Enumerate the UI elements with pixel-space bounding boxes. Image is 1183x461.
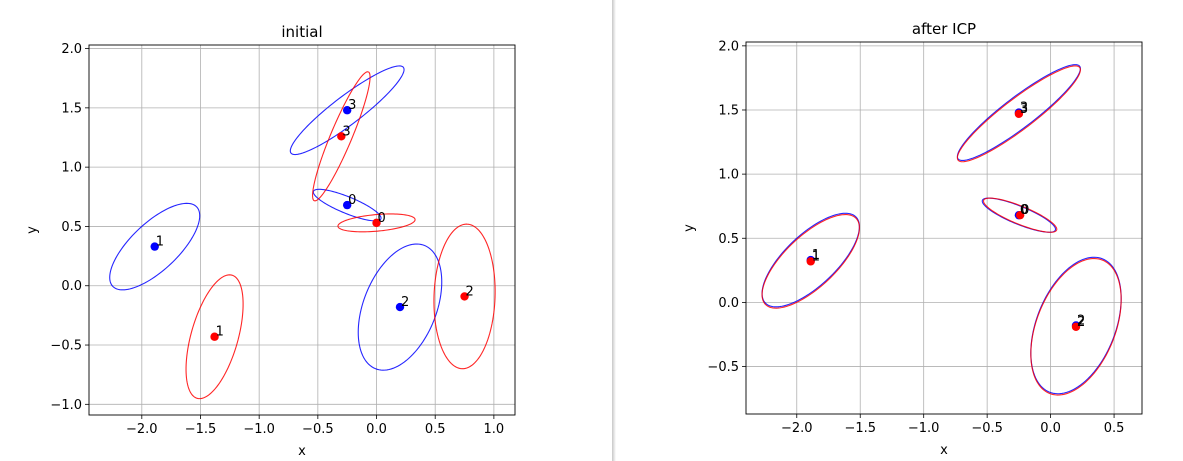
- plot-data: [761, 64, 1122, 396]
- covariance-ellipse: [312, 71, 371, 202]
- point-marker: [460, 292, 469, 301]
- grid: [89, 45, 515, 415]
- point-label: 0: [1021, 203, 1029, 218]
- x-tick-label: 1.0: [484, 422, 505, 437]
- x-tick-label: −1.5: [844, 421, 876, 436]
- covariance-ellipse: [982, 197, 1058, 233]
- plot-frame: [88, 44, 516, 416]
- point-label: 3: [348, 98, 356, 113]
- y-axis: −0.5 0.0 0.5 1.0 1.5 2.0: [707, 39, 746, 375]
- x-axis: −2.0 −1.5 −1.0 −0.5 0.0 0.5 1.0: [126, 415, 504, 437]
- y-tick-label: −0.5: [50, 339, 82, 354]
- plot-data: [109, 65, 496, 400]
- x-tick-label: −1.0: [908, 421, 940, 436]
- x-tick-label: 0.0: [366, 422, 387, 437]
- covariance-ellipse: [357, 243, 443, 371]
- point-marker: [806, 257, 815, 266]
- covariance-ellipse: [761, 212, 860, 308]
- y-axis: −1.0 −0.5 0.0 0.5 1.0 1.5 2.0: [50, 42, 89, 413]
- point-label: 0: [378, 211, 386, 226]
- y-tick-label: −0.5: [707, 360, 739, 375]
- x-tick-label: −2.0: [781, 421, 813, 436]
- y-tick-label: 2.0: [61, 42, 82, 57]
- point-label: 0: [348, 193, 356, 208]
- y-tick-label: 1.5: [718, 103, 739, 118]
- point-marker: [342, 200, 352, 210]
- point-label: 1: [156, 235, 164, 250]
- chart-title: initial: [281, 23, 322, 41]
- x-tick-label: −0.5: [302, 422, 334, 437]
- point-marker: [1015, 210, 1025, 220]
- point-marker: [372, 218, 381, 228]
- covariance-ellipse: [1030, 257, 1122, 396]
- point-label: 2: [466, 284, 474, 299]
- y-axis-label: y: [682, 224, 697, 232]
- y-axis-label: y: [25, 226, 40, 234]
- x-axis-label: x: [298, 444, 306, 459]
- point-label: 1: [812, 249, 820, 264]
- point-label: 3: [1020, 102, 1028, 117]
- y-tick-label: 0.0: [61, 279, 82, 294]
- point-marker: [342, 106, 352, 115]
- point-label: 0: [1020, 203, 1028, 218]
- point-marker: [337, 132, 346, 141]
- chart-initial: −2.0 −1.5 −1.0 −0.5 0.0 0.5 1.0 −1.0 −0.5 0.0 0.5 1…: [25, 23, 516, 459]
- point-label: 1: [812, 248, 820, 263]
- covariance-ellipse: [337, 213, 416, 233]
- point-label: 2: [401, 295, 409, 310]
- x-tick-label: −2.0: [126, 422, 158, 437]
- point-marker: [1071, 322, 1081, 331]
- x-tick-label: 0.5: [1104, 421, 1125, 436]
- y-tick-label: −1.0: [50, 398, 82, 413]
- covariance-ellipse: [956, 65, 1081, 163]
- x-tick-label: −0.5: [971, 421, 1003, 436]
- x-tick-label: 0.0: [1040, 421, 1061, 436]
- y-tick-label: 0.5: [718, 232, 739, 247]
- plot-frame: [745, 41, 1143, 415]
- y-tick-label: 1.5: [61, 101, 82, 116]
- point-marker: [210, 332, 219, 341]
- point-marker: [150, 242, 159, 251]
- point-label: 3: [342, 124, 350, 139]
- chart-after-icp: −2.0 −1.5 −1.0 −0.5 0.0 0.5 −0.5 0.0 0.5 1.0 1.5 2.…: [682, 20, 1143, 458]
- y-tick-label: 0.5: [61, 220, 82, 235]
- point-label: 2: [1077, 313, 1085, 328]
- covariance-ellipse: [433, 223, 496, 370]
- x-axis-label: x: [940, 443, 948, 458]
- x-axis: −2.0 −1.5 −1.0 −0.5 0.0 0.5: [781, 414, 1124, 436]
- chart-title: after ICP: [912, 20, 976, 38]
- covariance-ellipse: [109, 202, 201, 291]
- panel-divider: [612, 0, 616, 461]
- y-tick-label: 2.0: [718, 39, 739, 54]
- covariance-ellipse: [185, 274, 244, 400]
- covariance-ellipse: [761, 214, 860, 309]
- y-tick-label: 1.0: [61, 161, 82, 176]
- grid: [746, 42, 1142, 414]
- point-label: 3: [1020, 101, 1028, 116]
- y-tick-label: 0.0: [718, 296, 739, 311]
- point-label: 2: [1077, 315, 1085, 330]
- covariance-ellipse: [289, 65, 405, 156]
- x-tick-label: 0.5: [425, 422, 446, 437]
- point-marker: [395, 302, 405, 312]
- point-label: 1: [216, 325, 224, 340]
- covariance-ellipse: [312, 188, 382, 222]
- x-tick-label: −1.0: [243, 422, 275, 437]
- point-marker: [1014, 109, 1024, 119]
- y-tick-label: 1.0: [718, 168, 739, 183]
- x-tick-label: −1.5: [185, 422, 217, 437]
